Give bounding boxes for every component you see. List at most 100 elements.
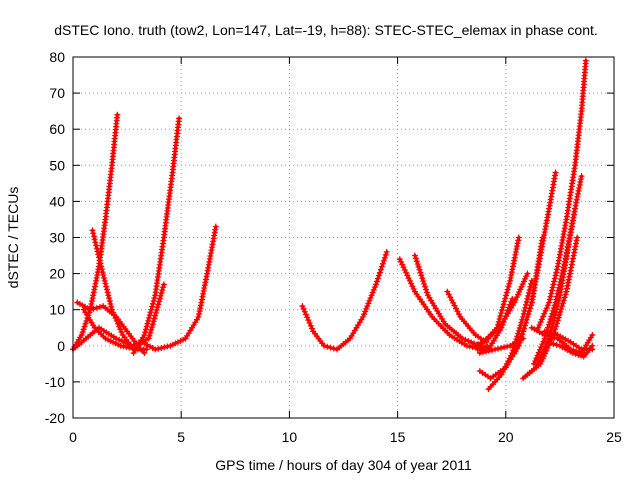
plus-marker (92, 239, 99, 246)
plus-marker (514, 291, 521, 298)
plus-marker (149, 303, 156, 310)
plus-marker (176, 115, 183, 122)
plus-marker (554, 266, 561, 273)
x-tick-label: 20 (498, 429, 514, 445)
plus-marker (421, 280, 428, 287)
plus-marker (372, 281, 379, 288)
plus-marker (559, 300, 566, 307)
plus-marker (152, 309, 159, 316)
plus-marker (495, 318, 502, 325)
plus-marker (532, 358, 539, 365)
plus-marker (538, 358, 545, 365)
plus-marker (123, 344, 130, 351)
plus-marker (516, 288, 523, 295)
plus-marker (512, 347, 519, 354)
plus-marker (498, 344, 505, 351)
plus-marker (557, 276, 564, 283)
plus-marker (404, 272, 411, 279)
plus-marker (544, 302, 551, 309)
plus-marker (577, 352, 584, 359)
plus-marker (552, 272, 559, 279)
plus-marker (148, 327, 155, 334)
plus-marker (534, 352, 541, 359)
plus-marker (572, 243, 579, 250)
plus-marker (552, 326, 559, 333)
plus-marker (519, 281, 526, 288)
plus-marker (589, 331, 596, 338)
plus-marker (504, 286, 511, 293)
plus-marker (582, 57, 589, 64)
plus-marker (376, 269, 383, 276)
series-arc-8 (299, 248, 390, 353)
plus-marker (148, 306, 155, 313)
plus-marker (97, 260, 104, 267)
plus-marker (513, 294, 520, 301)
plus-marker (156, 295, 163, 302)
plus-marker (100, 272, 107, 279)
plus-marker (90, 233, 97, 240)
plus-marker (538, 316, 545, 323)
axis-ticks: -20 -10 0 10 20 30 40 50 60 70 80 0 5 10 15 20 25 (45, 49, 622, 445)
plus-marker (571, 249, 578, 256)
plus-marker (548, 290, 555, 297)
plus-marker (550, 340, 557, 347)
plus-marker (561, 294, 568, 301)
plus-marker (511, 350, 518, 357)
plus-marker (557, 308, 564, 315)
plus-marker (157, 292, 164, 299)
grid (73, 57, 614, 418)
plus-marker (406, 277, 413, 284)
plus-marker (101, 274, 108, 281)
plus-marker (526, 286, 533, 293)
plus-marker (552, 169, 559, 176)
plus-marker (523, 316, 530, 323)
plus-marker (563, 288, 570, 295)
plus-marker (571, 246, 578, 253)
plus-marker (98, 263, 105, 270)
plot-frame (72, 56, 615, 419)
plus-marker (505, 283, 512, 290)
plus-marker (304, 314, 311, 321)
plus-marker (155, 301, 162, 308)
plus-marker (107, 300, 114, 307)
plus-marker (548, 313, 555, 320)
plus-marker (535, 349, 542, 356)
plus-marker (564, 282, 571, 289)
plus-marker (305, 317, 312, 324)
plus-marker (519, 331, 526, 338)
plus-marker (366, 297, 373, 304)
plus-marker (524, 295, 531, 302)
plus-marker (374, 275, 381, 282)
series-arc-21 (530, 173, 585, 367)
plus-marker (141, 350, 148, 357)
plus-marker (549, 310, 556, 317)
plus-marker (302, 311, 309, 318)
plus-marker (548, 330, 555, 337)
plus-marker (553, 323, 560, 330)
plus-marker (502, 363, 509, 370)
plus-marker (485, 347, 492, 354)
plus-marker (524, 270, 531, 277)
plus-marker (484, 343, 491, 350)
plus-marker (97, 303, 104, 310)
plus-marker (420, 278, 427, 285)
plus-marker (560, 267, 567, 274)
plus-marker (153, 307, 160, 314)
plus-marker (367, 294, 374, 301)
plus-marker (562, 258, 569, 265)
series-arc-14 (476, 234, 522, 349)
plus-marker (589, 342, 596, 349)
plus-marker (491, 346, 498, 353)
plus-marker (547, 316, 554, 323)
series-arc-24 (541, 328, 596, 353)
plus-marker (569, 258, 576, 265)
plus-marker (481, 344, 488, 351)
plus-marker (465, 337, 472, 344)
plus-marker (93, 245, 100, 252)
plus-marker (559, 303, 566, 310)
plus-marker (143, 346, 150, 353)
plus-marker (565, 276, 572, 283)
plus-marker (558, 305, 565, 312)
plus-marker (503, 292, 510, 299)
